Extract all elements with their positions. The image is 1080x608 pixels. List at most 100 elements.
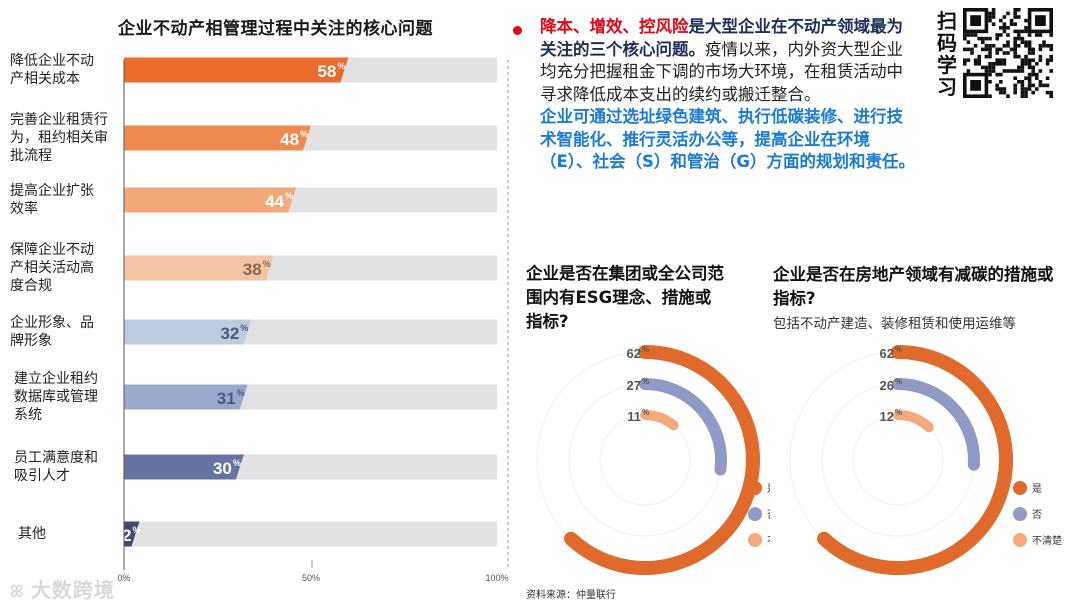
qr-module: [988, 69, 992, 73]
qr-module: [1020, 94, 1025, 98]
qr-module: [991, 11, 996, 16]
qr-module: [973, 58, 978, 62]
bar: [124, 319, 252, 345]
qr-module: [995, 36, 999, 41]
ring-value-label: 11: [627, 409, 641, 424]
qr-module: [1038, 54, 1043, 59]
legend-label: 不清楚: [1032, 534, 1062, 547]
qr-module: [1006, 11, 1010, 16]
qr-module: [1045, 90, 1050, 95]
qr-module: [1049, 90, 1053, 95]
qr-module: [1013, 69, 1017, 73]
qr-module: [1045, 44, 1050, 48]
qr-module: [1024, 94, 1028, 98]
qr-module: [1002, 26, 1007, 30]
bar: [124, 57, 349, 83]
ring-value-label: 27: [627, 378, 641, 393]
qr-module: [988, 94, 992, 98]
qr-module: [1024, 87, 1028, 91]
donut2-subtitle: 包括不动产建造、装修租赁和使用运维等: [773, 316, 1016, 332]
ring-value-label: 62: [880, 346, 894, 361]
qr-module: [1020, 62, 1025, 66]
qr-module: [963, 36, 967, 41]
qr-module: [1049, 58, 1053, 62]
qr-module: [1017, 69, 1021, 73]
qr-module: [1027, 51, 1032, 55]
x-tick-label: 50%: [302, 573, 320, 583]
qr-module: [1027, 80, 1032, 84]
bullet-dot: [513, 26, 522, 35]
qr-finder: [970, 15, 981, 26]
qr-module: [1006, 26, 1010, 30]
qr-module: [1035, 33, 1039, 37]
qr-module: [1002, 15, 1007, 19]
qr-module: [1013, 11, 1017, 16]
qr-module: [988, 11, 992, 16]
ring-value-label: 12: [880, 409, 894, 424]
qr-module: [1009, 18, 1014, 23]
qr-module: [988, 44, 992, 48]
ring-arc: [640, 410, 679, 431]
donut2-title: 企业是否在房地产领域有减碳的措施或指标?: [773, 265, 1054, 308]
qr-module: [1035, 87, 1039, 91]
qr-caption: 扫码学习: [937, 9, 957, 99]
qr-module: [981, 36, 985, 41]
bar-value-label: 58: [317, 62, 336, 81]
qr-module: [1009, 47, 1014, 52]
qr-module: [1017, 65, 1021, 70]
qr-module: [995, 47, 999, 52]
qr-module: [1002, 62, 1007, 66]
qr-module: [1031, 58, 1035, 62]
qr-module: [1024, 62, 1028, 66]
qr-module: [1024, 58, 1028, 62]
qr-module: [1027, 65, 1032, 70]
bar: [124, 454, 244, 480]
qr-module: [1031, 72, 1035, 77]
qr-module: [963, 58, 967, 62]
watermark-text: 大数跨境: [30, 578, 115, 602]
qr-module: [981, 47, 985, 52]
qr-module: [973, 62, 978, 66]
qr-module: [1038, 44, 1043, 48]
category-label: 提高企业扩张 效率: [10, 183, 94, 217]
bar-value-percent: %: [337, 61, 345, 71]
bar-track: [124, 521, 497, 547]
qr-code-icon[interactable]: [963, 8, 1059, 100]
qr-module: [1049, 33, 1053, 37]
bar: [124, 255, 274, 281]
qr-module: [966, 69, 971, 73]
qr-module: [1006, 69, 1010, 73]
qr-module: [988, 51, 992, 55]
bar: [124, 384, 248, 410]
bar-value-label: 32: [220, 324, 239, 343]
qr-module: [999, 58, 1003, 62]
qr-module: [1042, 83, 1046, 88]
qr-module: [995, 51, 999, 55]
qr-module: [988, 65, 992, 70]
qr-module: [1002, 90, 1007, 95]
qr-module: [1020, 80, 1025, 84]
ring-arc: [564, 345, 760, 575]
qr-module: [1013, 36, 1017, 41]
qr-module: [1031, 47, 1035, 52]
qr-module: [1024, 44, 1028, 48]
qr-module: [999, 47, 1003, 52]
intro-body: 疫情以来，内外资大型企业均充分把握租金下调的市场大环境，在租赁活动中寻求降低成本…: [540, 39, 903, 104]
qr-module: [1027, 33, 1032, 37]
qr-module: [995, 87, 999, 91]
qr-module: [999, 72, 1003, 77]
legend-label: 是: [767, 483, 770, 495]
qr-module: [1013, 47, 1017, 52]
category-label: 员工满意度和 吸引人才: [14, 450, 98, 484]
qr-module: [1020, 69, 1025, 73]
qr-module: [1027, 44, 1032, 48]
bar-value-percent: %: [263, 259, 271, 269]
qr-module: [1035, 62, 1039, 66]
qr-module: [1049, 44, 1053, 48]
qr-module: [991, 65, 996, 70]
qr-module: [1045, 76, 1050, 80]
qr-module: [1020, 65, 1025, 70]
qr-module: [1042, 44, 1046, 48]
